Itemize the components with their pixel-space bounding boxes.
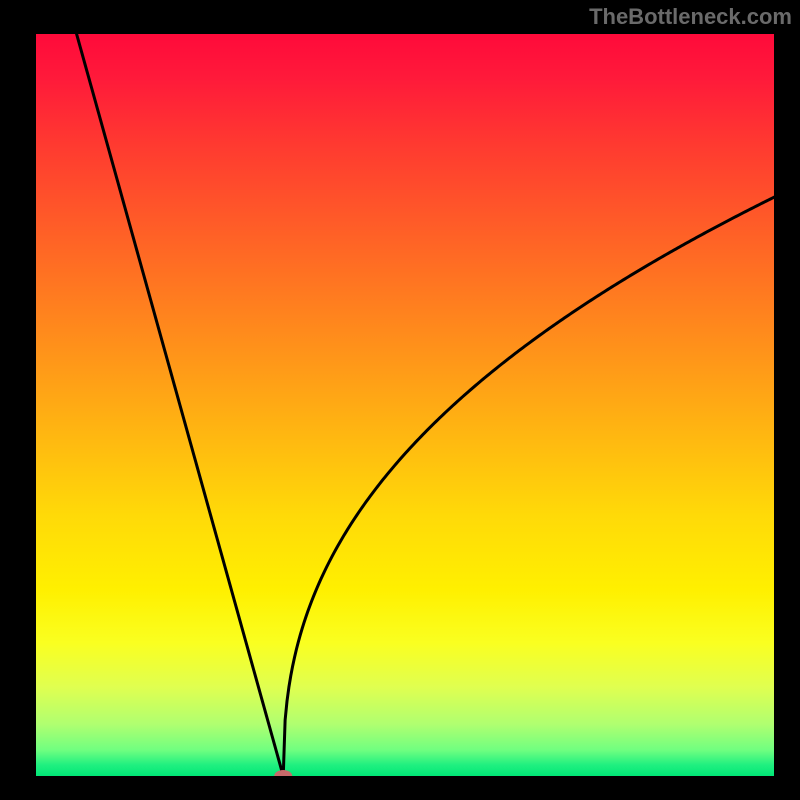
watermark-text: TheBottleneck.com — [589, 4, 792, 30]
plot-area — [36, 34, 774, 776]
plot-svg — [36, 34, 774, 776]
plot-background — [36, 34, 774, 776]
chart-container: TheBottleneck.com — [0, 0, 800, 800]
